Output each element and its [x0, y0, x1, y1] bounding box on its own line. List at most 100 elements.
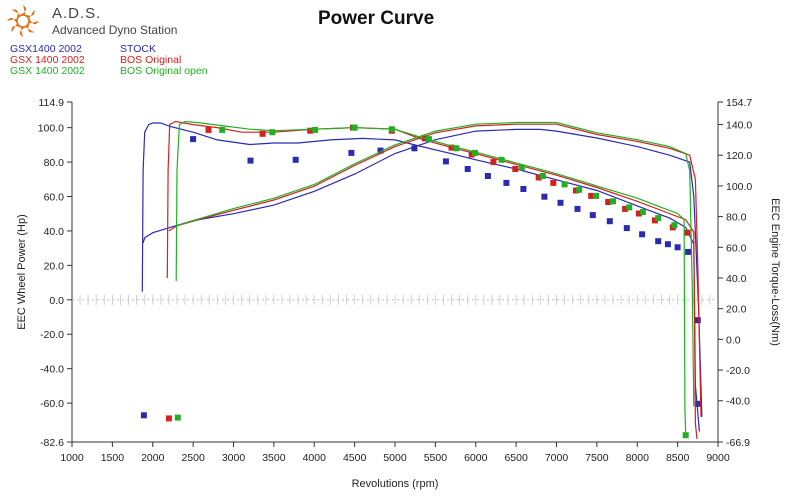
- axes-layer: [67, 101, 723, 447]
- y2-tick-label: 140.0: [726, 120, 752, 132]
- data-point-marker: [588, 192, 595, 199]
- data-point-marker: [674, 244, 681, 251]
- x-tick-label: 8000: [626, 452, 650, 464]
- x-tick-label: 3000: [222, 452, 246, 464]
- y2-tick-label: 154.7: [726, 97, 752, 109]
- data-point-marker: [610, 198, 616, 205]
- logo-flame-ray: [19, 27, 26, 37]
- data-point-marker: [539, 173, 546, 179]
- x-tick-label: 1000: [60, 452, 84, 464]
- data-point-marker: [520, 186, 527, 192]
- data-point-marker: [471, 149, 478, 156]
- data-point-marker: [684, 229, 691, 236]
- legend-entry-bos-original: GSX 1400 2002 BOS Original: [10, 55, 208, 66]
- y-tick-label: -40.0: [40, 364, 64, 376]
- legend-config-label: BOS Original: [120, 54, 182, 66]
- data-point-marker: [351, 124, 358, 131]
- data-point-marker: [518, 164, 525, 171]
- legend-config-label: BOS Original open: [120, 65, 208, 77]
- brand-logo: A.D.S. Advanced Dyno Station: [6, 4, 206, 38]
- legend-entry-bos-open: GSX 1400 2002 BOS Original open: [10, 66, 208, 77]
- data-point-marker: [312, 126, 319, 133]
- logo-center: [16, 14, 30, 28]
- y-tick-label: 40.0: [44, 226, 65, 238]
- series-layer: [140, 120, 703, 440]
- data-point-marker: [512, 166, 519, 172]
- data-point-marker: [503, 179, 510, 186]
- legend-entry-stock: GSX1400 2002 STOCK: [10, 44, 208, 55]
- data-point-marker: [292, 156, 299, 163]
- x-tick-label: 2000: [141, 452, 165, 464]
- y2-tick-label: -20.0: [726, 365, 750, 377]
- data-point-marker: [490, 159, 497, 166]
- data-point-marker: [572, 187, 579, 194]
- y-tick-label: -60.0: [40, 398, 64, 410]
- y2-axis-title: EEC Engine Torque-Loss(Nm): [769, 198, 781, 346]
- series-group: [165, 120, 702, 440]
- x-tick-label: 3500: [262, 452, 286, 464]
- y2-tick-label: 60.0: [726, 242, 747, 254]
- data-point-marker: [639, 231, 646, 238]
- data-point-marker: [259, 130, 266, 137]
- logo-flame-ray: [25, 9, 35, 19]
- data-point-marker: [655, 238, 662, 245]
- x-tick-label: 4000: [303, 452, 327, 464]
- logo-flame-ray: [25, 23, 35, 33]
- data-point-marker: [664, 241, 671, 248]
- logo-flame-ray: [29, 18, 39, 25]
- data-point-marker: [484, 173, 491, 179]
- data-point-marker: [442, 158, 449, 165]
- x-tick-label: 5500: [424, 452, 448, 464]
- y2-tick-label: 80.0: [726, 212, 747, 224]
- data-point-marker: [671, 222, 678, 229]
- data-point-marker: [694, 317, 701, 324]
- data-point-marker: [622, 205, 629, 212]
- y2-tick-label: 100.0: [726, 181, 752, 193]
- data-point-marker: [635, 210, 642, 217]
- power-line: [168, 123, 702, 417]
- y-tick-label: -82.6: [40, 437, 64, 449]
- data-point-marker: [550, 179, 557, 186]
- y-axis-title: EEC Wheel Power (Hp): [16, 214, 28, 330]
- x-tick-label: 6000: [464, 452, 488, 464]
- data-point-marker: [307, 127, 314, 134]
- data-point-marker: [652, 217, 658, 224]
- power-line: [176, 121, 695, 407]
- chart-title: Power Curve: [318, 8, 435, 29]
- sun-flame-logo-icon: [7, 5, 39, 37]
- logo-flame-ray: [11, 23, 21, 33]
- data-point-marker: [377, 147, 384, 154]
- data-point-marker: [348, 149, 355, 156]
- data-point-marker: [165, 415, 172, 422]
- y2-tick-label: -66.9: [726, 437, 750, 449]
- logo-flame-ray: [11, 9, 21, 19]
- y2-tick-label: 40.0: [726, 273, 747, 285]
- data-point-marker: [453, 145, 460, 152]
- data-point-marker: [219, 126, 226, 133]
- x-tick-label: 4500: [343, 452, 367, 464]
- x-tick-label: 7000: [545, 452, 569, 464]
- data-point-marker: [464, 166, 471, 172]
- data-point-marker: [247, 157, 254, 164]
- data-point-marker: [541, 193, 548, 200]
- data-point-marker: [269, 129, 276, 136]
- y-tick-label: 20.0: [44, 260, 65, 272]
- data-point-marker: [140, 412, 147, 419]
- data-point-marker: [655, 215, 662, 222]
- data-point-marker: [174, 414, 181, 421]
- data-point-marker: [576, 186, 583, 193]
- legend-run-label: GSX 1400 2002: [10, 54, 85, 66]
- data-point-marker: [574, 205, 581, 212]
- torque-line: [175, 120, 687, 435]
- legend: GSX1400 2002 STOCK GSX 1400 2002 BOS Origi…: [10, 44, 208, 77]
- data-point-marker: [685, 248, 692, 255]
- y2-tick-label: 120.0: [726, 150, 752, 162]
- tick-label-layer: 1000 1500 2000 2500 3000 3500 4000 4500 5000 5500…: [38, 97, 753, 464]
- series-group: [140, 122, 703, 432]
- data-point-marker: [557, 199, 564, 206]
- data-point-marker: [535, 174, 542, 181]
- x-tick-label: 2500: [181, 452, 205, 464]
- data-point-marker: [589, 212, 596, 219]
- data-point-marker: [639, 209, 646, 215]
